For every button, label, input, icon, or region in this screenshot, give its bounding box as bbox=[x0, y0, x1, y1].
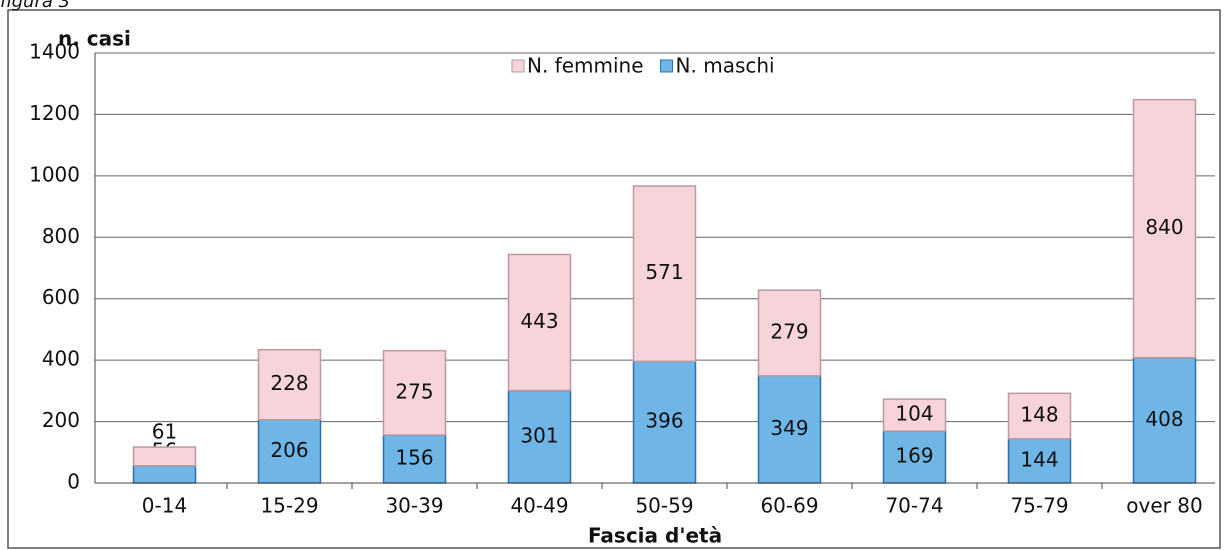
data-label: 206 bbox=[270, 438, 308, 462]
legend-label: N. femmine bbox=[527, 54, 644, 78]
data-label: 275 bbox=[395, 379, 433, 403]
data-label: 349 bbox=[770, 416, 808, 440]
x-tick-label: 70-74 bbox=[885, 494, 943, 518]
bar-segment bbox=[882, 398, 947, 432]
data-label: 408 bbox=[1145, 407, 1183, 431]
y-axis-title: n. casi bbox=[58, 27, 131, 51]
bar-segment bbox=[507, 389, 572, 484]
y-tick-label: 200 bbox=[42, 408, 80, 432]
legend-label: N. maschi bbox=[676, 54, 775, 78]
bar-segment bbox=[1007, 438, 1072, 484]
y-tick-label: 1200 bbox=[29, 101, 80, 125]
x-tick-label: over 80 bbox=[1126, 494, 1202, 518]
x-axis-title: Fascia d'età bbox=[588, 524, 722, 548]
data-label: 571 bbox=[645, 260, 683, 284]
data-label: 169 bbox=[895, 444, 933, 468]
bar-segment bbox=[257, 418, 322, 484]
x-tick-label: 50-59 bbox=[635, 494, 693, 518]
legend-swatch bbox=[511, 59, 525, 73]
data-label: 156 bbox=[395, 446, 433, 470]
x-tick-label: 15-29 bbox=[260, 494, 318, 518]
bar-segment bbox=[1132, 98, 1197, 359]
bar-segment bbox=[507, 253, 572, 392]
bar-segment bbox=[382, 349, 447, 436]
data-label: 144 bbox=[1020, 447, 1058, 471]
y-tick-label: 1000 bbox=[29, 162, 80, 186]
data-label: 443 bbox=[520, 309, 558, 333]
x-tick-label: 40-49 bbox=[510, 494, 568, 518]
y-tick-label: 0 bbox=[67, 470, 80, 494]
data-label: 104 bbox=[895, 402, 933, 426]
bar-segment bbox=[382, 434, 447, 484]
bar-segment bbox=[132, 446, 197, 467]
bar-segment bbox=[757, 375, 822, 484]
x-tick-label: 60-69 bbox=[760, 494, 818, 518]
data-label: 61 bbox=[152, 420, 177, 444]
data-label: 228 bbox=[270, 371, 308, 395]
caption: figura 3 bbox=[0, 0, 70, 12]
x-tick-label: 0-14 bbox=[142, 494, 187, 518]
bar-segment bbox=[132, 465, 197, 484]
data-label: 840 bbox=[1145, 215, 1183, 239]
y-tick-label: 600 bbox=[42, 285, 80, 309]
bar-segment bbox=[882, 430, 947, 484]
bar-segment bbox=[257, 348, 322, 421]
y-tick-label: 800 bbox=[42, 224, 80, 248]
x-tick-label: 30-39 bbox=[385, 494, 443, 518]
data-label: 396 bbox=[645, 409, 683, 433]
bar-segment bbox=[632, 360, 697, 484]
y-tick-label: 400 bbox=[42, 347, 80, 371]
chart-frame bbox=[7, 9, 1221, 549]
y-tick-label: 1400 bbox=[29, 40, 80, 64]
data-label: 279 bbox=[770, 319, 808, 343]
bar-segment bbox=[757, 289, 822, 377]
bar-segment bbox=[632, 185, 697, 363]
bar-segment bbox=[1007, 392, 1072, 440]
legend-swatch bbox=[660, 59, 674, 73]
data-label: 301 bbox=[520, 423, 558, 447]
data-label: 148 bbox=[1020, 403, 1058, 427]
x-tick-label: 75-79 bbox=[1010, 494, 1068, 518]
